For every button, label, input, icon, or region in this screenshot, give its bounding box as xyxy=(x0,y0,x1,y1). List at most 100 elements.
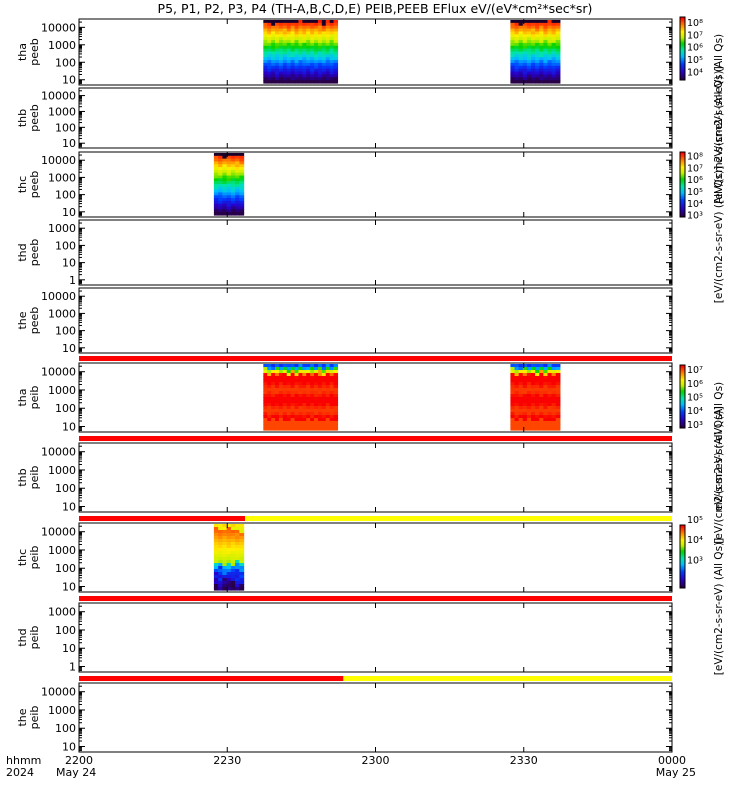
colorbar-cell xyxy=(680,567,685,570)
spectrum-cell xyxy=(290,418,296,422)
panel-frame xyxy=(78,602,673,673)
spectrum-cell xyxy=(239,563,245,567)
spectrum-cell xyxy=(267,382,272,386)
colorbar-cell xyxy=(680,399,685,402)
spectrum-cell xyxy=(310,80,315,84)
spectrum-cell xyxy=(290,370,296,374)
spectrum-cell xyxy=(263,62,268,67)
spectrum-cell xyxy=(535,60,540,64)
colorbar-cell xyxy=(680,155,685,158)
spectrum-cell xyxy=(526,415,532,419)
spectrum-cell xyxy=(226,189,232,194)
spectrum-cell xyxy=(329,80,335,84)
spectrum-cell xyxy=(213,572,219,576)
spectrum-cell xyxy=(239,542,245,546)
spectrum-cell xyxy=(278,62,284,67)
spectrum-cell xyxy=(526,68,532,73)
spectrum-cell xyxy=(543,48,549,53)
spectrum-cell xyxy=(235,164,240,168)
spectrum-cell xyxy=(510,25,516,30)
spectrum-cell xyxy=(543,406,549,410)
spectrum-cell xyxy=(317,373,323,377)
spectrum-cell xyxy=(325,68,331,73)
spectrum-cell xyxy=(539,42,544,47)
spectrum-cell xyxy=(555,421,561,425)
spectrum-cell xyxy=(518,412,524,416)
spectrum-cell xyxy=(286,34,292,38)
spectrum-cell xyxy=(526,57,532,61)
spectrum-cell xyxy=(230,554,236,558)
colorbar-cell xyxy=(680,76,685,79)
spectrum-cell xyxy=(302,415,307,419)
spectrum-cell xyxy=(226,536,232,540)
colorbar-cell xyxy=(680,580,685,583)
spectrum-cell xyxy=(294,37,300,41)
spectrum-cell xyxy=(321,373,327,377)
spectrum-cell xyxy=(547,22,553,27)
spectrum-cell xyxy=(275,37,280,41)
colorbar-cell xyxy=(680,412,685,415)
colorbar-cell xyxy=(680,415,685,418)
spectrum-cell xyxy=(310,48,315,53)
y-tick-label: 10 xyxy=(62,257,76,270)
spectrum-cell xyxy=(317,40,323,44)
spectrum-cell xyxy=(263,388,268,392)
spectrum-cell xyxy=(230,536,236,540)
spectrum-cell xyxy=(230,195,236,199)
spectrum-cell xyxy=(543,68,549,73)
spectrum-cell xyxy=(226,198,232,202)
spectrum-cell xyxy=(310,45,315,50)
spectrum-cell xyxy=(329,51,335,55)
spectrum-cell xyxy=(306,373,311,377)
spectrum-cell xyxy=(510,421,516,425)
spectrum-cell xyxy=(298,42,303,47)
spectrum-cell xyxy=(218,560,223,564)
spectrum-cell xyxy=(267,25,272,30)
spectrum-cell xyxy=(271,400,276,404)
spectrum-cell xyxy=(551,20,557,24)
spectrum-cell xyxy=(325,376,331,380)
spectrum-cell xyxy=(286,379,292,383)
quality-bar xyxy=(343,676,672,681)
spectrum-cell xyxy=(310,421,315,425)
spectrum-cell xyxy=(230,161,236,165)
spectrum-cell xyxy=(325,415,331,419)
spectrum-cell xyxy=(510,74,516,78)
spectrum-cell xyxy=(302,28,307,33)
spectrum-cell xyxy=(230,578,236,582)
spectrum-cell xyxy=(510,65,516,70)
spectrum-cell xyxy=(239,169,245,174)
spectrum-cell xyxy=(230,184,236,188)
spectrum-cell xyxy=(551,427,557,431)
spectrum-cell xyxy=(321,65,327,70)
spectrum-cell xyxy=(239,167,245,171)
spectrum-cell xyxy=(218,581,223,585)
product-label: peeb xyxy=(28,239,41,267)
colorbar-cell xyxy=(680,391,685,394)
spectrum-cell xyxy=(310,400,315,404)
spectrum-cell xyxy=(267,51,272,55)
spectrum-cell xyxy=(271,424,276,428)
spectrum-cell xyxy=(267,68,272,73)
spectrum-cell xyxy=(267,31,272,35)
spectrum-cell xyxy=(514,385,520,389)
spectrum-cell xyxy=(302,60,307,64)
spectrum-cell xyxy=(333,80,339,84)
spectrum-cell xyxy=(290,40,296,44)
spectrum-cell xyxy=(518,421,524,425)
spectrum-cell xyxy=(325,80,331,84)
spectrum-cell xyxy=(535,31,540,35)
spectrum-cell xyxy=(263,418,268,422)
colorbar-cell xyxy=(680,564,685,567)
spectrum-cell xyxy=(514,400,520,404)
spectrum-cell xyxy=(333,427,339,431)
spectrum-cell xyxy=(282,34,288,38)
spectrum-cell xyxy=(218,200,223,205)
spectrum-cell xyxy=(271,397,276,401)
spectrum-cell xyxy=(239,533,245,537)
spectrum-cell xyxy=(226,578,232,582)
colorbar-cell xyxy=(680,526,685,529)
spectrum-cell xyxy=(510,409,516,413)
spectrum-cell xyxy=(306,409,311,413)
spectrum-cell xyxy=(230,527,236,531)
